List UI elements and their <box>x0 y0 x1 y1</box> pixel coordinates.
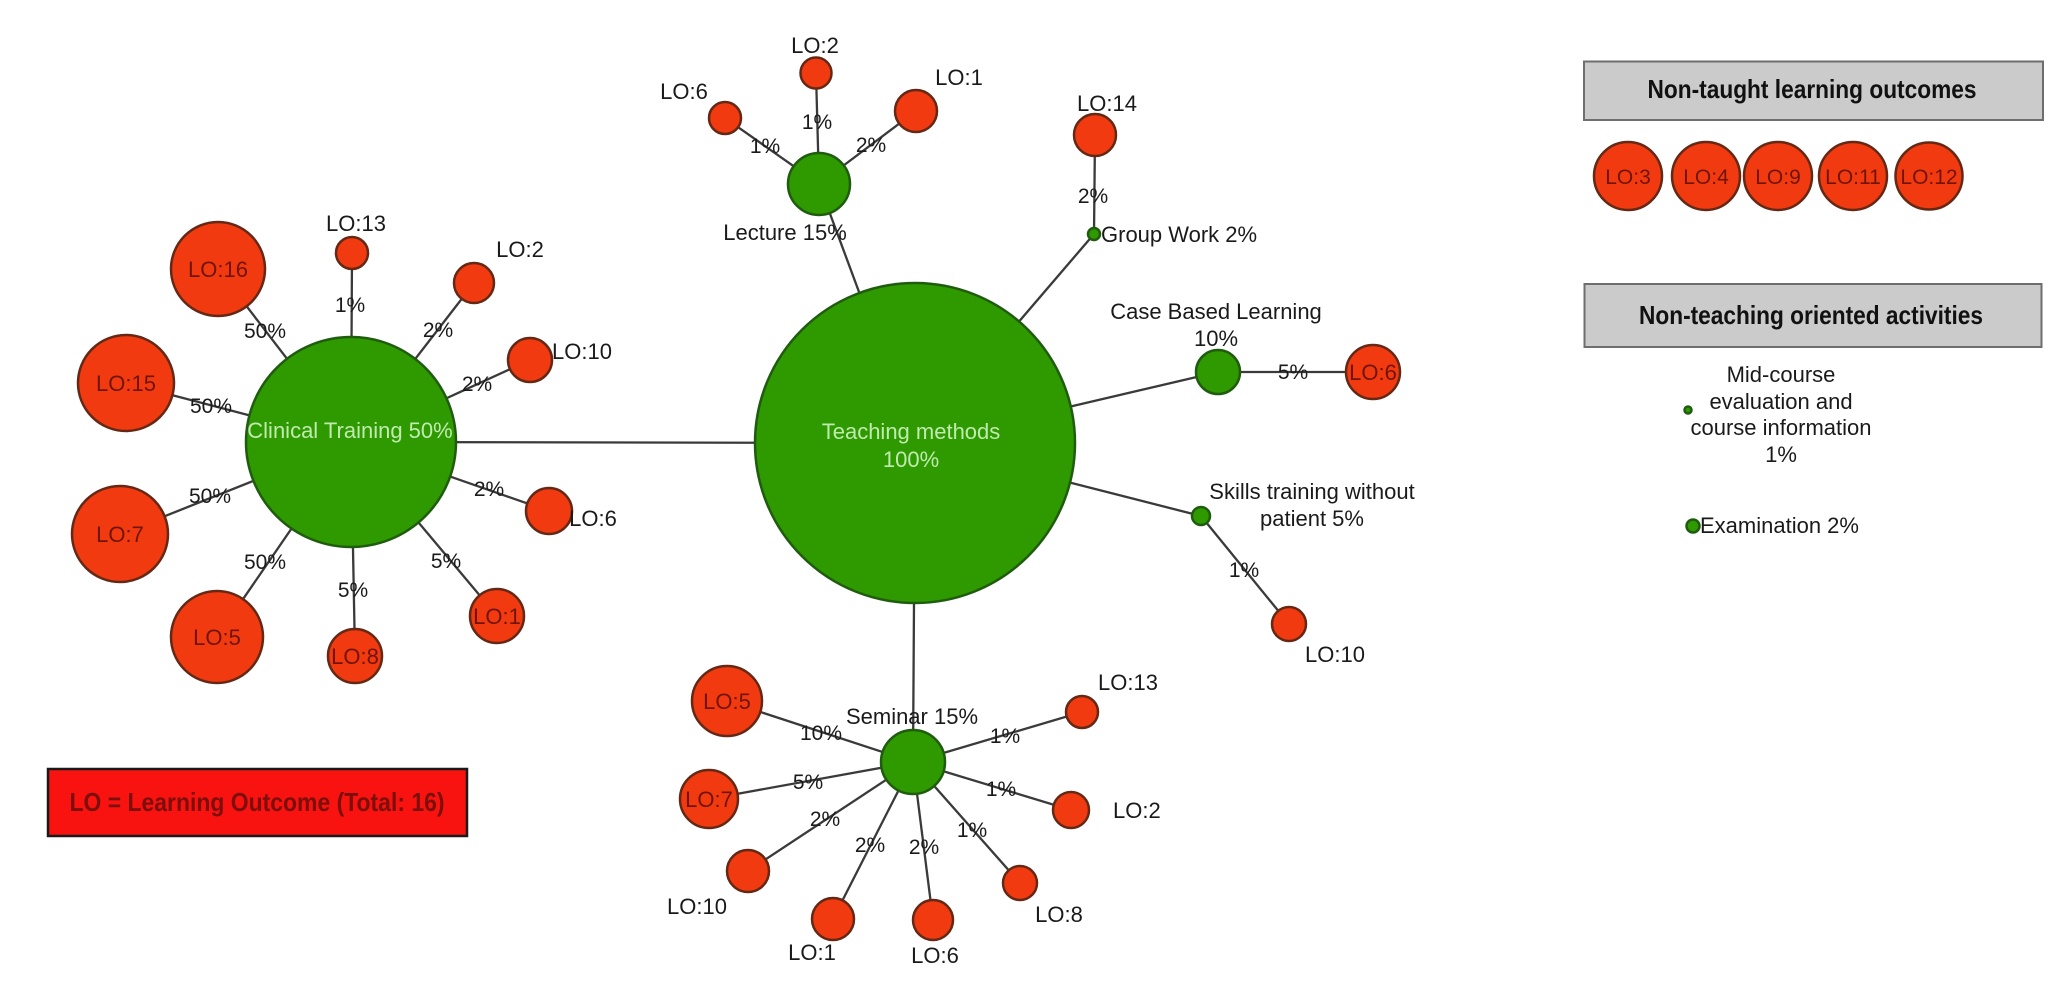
svg-text:Non-taught learning outcomes: Non-taught learning outcomes <box>1648 74 1977 104</box>
svg-text:2%: 2% <box>810 808 840 831</box>
svg-text:LO:2: LO:2 <box>1113 798 1161 823</box>
svg-text:2%: 2% <box>855 834 885 857</box>
svg-text:LO:10: LO:10 <box>1305 642 1365 667</box>
svg-text:1%: 1% <box>957 819 987 842</box>
svg-text:100%: 100% <box>883 447 939 472</box>
svg-text:1%: 1% <box>802 111 832 134</box>
svg-text:LO:1: LO:1 <box>473 604 521 629</box>
svg-text:LO:4: LO:4 <box>1683 166 1729 189</box>
svg-text:5%: 5% <box>793 771 823 794</box>
svg-text:5%: 5% <box>338 579 368 602</box>
svg-text:LO:11: LO:11 <box>1825 166 1881 189</box>
svg-text:LO:6: LO:6 <box>569 506 617 531</box>
svg-text:50%: 50% <box>244 551 286 574</box>
svg-text:2%: 2% <box>856 134 886 157</box>
svg-text:Group Work 2%: Group Work 2% <box>1101 222 1257 247</box>
svg-text:LO:8: LO:8 <box>331 644 379 669</box>
svg-text:LO:7: LO:7 <box>96 522 144 547</box>
svg-text:LO = Learning Outcome (Total:: LO = Learning Outcome (Total: 16) <box>70 787 445 817</box>
svg-text:Skills training without: Skills training without <box>1209 479 1414 504</box>
svg-text:2%: 2% <box>462 373 492 396</box>
svg-text:LO:1: LO:1 <box>788 940 836 965</box>
svg-text:LO:14: LO:14 <box>1077 91 1137 116</box>
svg-text:Case Based Learning: Case Based Learning <box>1110 299 1322 324</box>
svg-text:LO:7: LO:7 <box>685 787 733 812</box>
svg-text:Lecture 15%: Lecture 15% <box>723 220 847 245</box>
svg-text:LO:2: LO:2 <box>496 237 544 262</box>
svg-text:2%: 2% <box>909 836 939 859</box>
svg-text:Non-teaching oriented activiti: Non-teaching oriented activities <box>1639 300 1983 330</box>
svg-text:LO:9: LO:9 <box>1755 166 1801 189</box>
svg-text:LO:1: LO:1 <box>935 65 983 90</box>
svg-text:1%: 1% <box>990 725 1020 748</box>
svg-text:5%: 5% <box>431 550 461 573</box>
svg-text:2%: 2% <box>423 319 453 342</box>
svg-text:LO:12: LO:12 <box>1900 166 1957 189</box>
svg-text:Clinical Training 50%: Clinical Training 50% <box>247 418 452 443</box>
svg-text:LO:6: LO:6 <box>1349 360 1397 385</box>
svg-text:LO:5: LO:5 <box>703 689 751 714</box>
svg-text:Mid-course: Mid-course <box>1727 362 1836 387</box>
svg-text:1%: 1% <box>750 135 780 158</box>
svg-text:10%: 10% <box>800 722 842 745</box>
svg-text:LO:2: LO:2 <box>791 33 839 58</box>
svg-text:1%: 1% <box>986 778 1016 801</box>
svg-text:50%: 50% <box>190 395 232 418</box>
svg-text:LO:15: LO:15 <box>96 371 156 396</box>
svg-text:LO:10: LO:10 <box>667 894 727 919</box>
svg-text:LO:10: LO:10 <box>552 339 612 364</box>
svg-text:50%: 50% <box>244 320 286 343</box>
svg-text:LO:8: LO:8 <box>1035 902 1083 927</box>
svg-text:1%: 1% <box>335 294 365 317</box>
svg-text:50%: 50% <box>189 485 231 508</box>
svg-text:2%: 2% <box>1078 185 1108 208</box>
svg-text:LO:13: LO:13 <box>326 211 386 236</box>
svg-text:5%: 5% <box>1278 361 1308 384</box>
svg-text:LO:5: LO:5 <box>193 625 241 650</box>
svg-text:10%: 10% <box>1194 326 1238 351</box>
svg-text:course information: course information <box>1691 415 1872 440</box>
svg-text:2%: 2% <box>474 478 504 501</box>
svg-text:patient 5%: patient 5% <box>1260 506 1364 531</box>
svg-text:evaluation and: evaluation and <box>1709 389 1852 414</box>
svg-text:LO:6: LO:6 <box>911 943 959 968</box>
svg-text:LO:6: LO:6 <box>660 79 708 104</box>
svg-text:Examination 2%: Examination 2% <box>1700 513 1859 538</box>
svg-text:1%: 1% <box>1765 442 1797 467</box>
svg-text:LO:16: LO:16 <box>188 257 248 282</box>
svg-text:LO:13: LO:13 <box>1098 670 1158 695</box>
svg-text:Teaching methods: Teaching methods <box>822 419 1001 444</box>
svg-text:1%: 1% <box>1229 559 1259 582</box>
svg-text:Seminar 15%: Seminar 15% <box>846 704 978 729</box>
svg-text:LO:3: LO:3 <box>1605 166 1651 189</box>
